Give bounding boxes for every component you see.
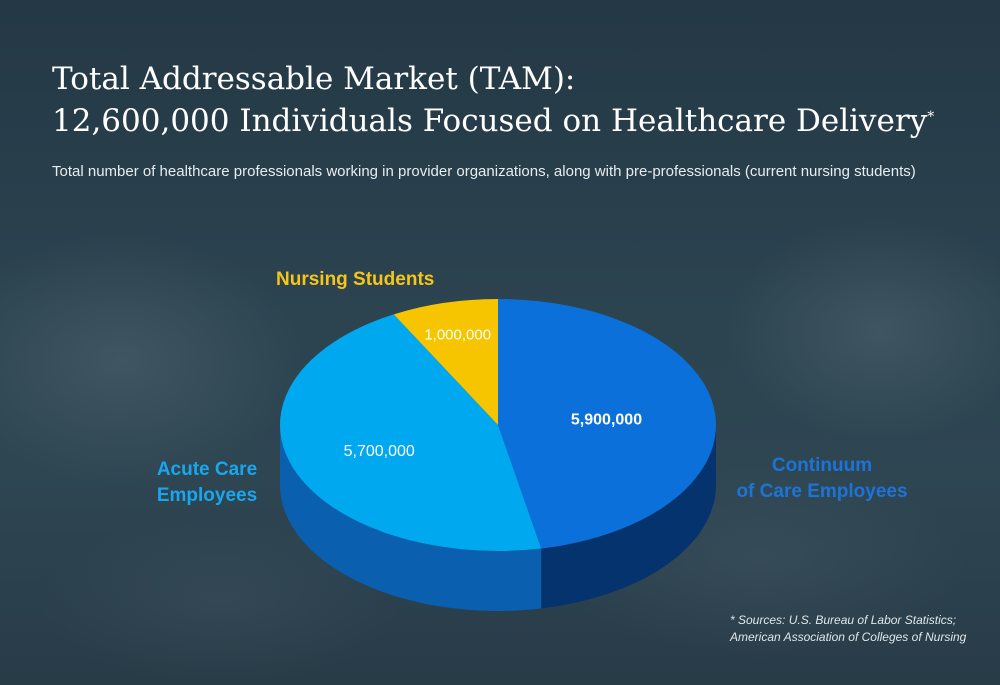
- page-title-line-2: 12,600,000 Individuals Focused on Health…: [52, 102, 934, 140]
- category-label-acute-line-1: Acute Care: [156, 459, 258, 480]
- category-label-continuum-line-2: of Care Employees: [736, 481, 908, 502]
- page-title-line-1: Total Addressable Market (TAM):: [52, 61, 576, 97]
- pie-sides: [280, 425, 716, 611]
- category-label-acute-care: Acute Care Employees: [147, 457, 267, 509]
- pie-side-acute-care: [280, 425, 542, 611]
- pie-side-continuum-of-care: [541, 425, 716, 609]
- subtitle: Total number of healthcare professionals…: [52, 163, 916, 180]
- pie-slice-nursing-students: [393, 299, 498, 425]
- category-label-acute-line-2: Employees: [156, 485, 258, 506]
- pie-value-continuum-of-care: 5,900,000: [571, 412, 642, 429]
- pie-value-nursing-students: 1,000,000: [424, 326, 491, 343]
- footnote-line-1: * Sources: U.S. Bureau of Labor Statisti…: [730, 613, 957, 627]
- category-label-continuum-line-1: Continuum: [771, 455, 873, 476]
- footnote-line-2: American Association of Colleges of Nurs…: [730, 630, 967, 644]
- footnote-marker: *: [927, 109, 935, 125]
- pie-top: [279, 299, 716, 551]
- pie-slice-continuum-of-care: [498, 299, 716, 549]
- page-title-line-2-text: 12,600,000 Individuals Focused on Health…: [52, 103, 928, 139]
- pie-value-labels: 5,900,000 5,700,000 1,000,000: [344, 326, 643, 460]
- category-label-nursing-students: Nursing Students: [276, 267, 434, 293]
- pie-slice-acute-care: [279, 314, 542, 551]
- category-label-nursing-line-1: Nursing Students: [276, 269, 435, 290]
- pie-value-acute-care: 5,700,000: [344, 443, 415, 460]
- sources-footnote: * Sources: U.S. Bureau of Labor Statisti…: [730, 612, 966, 646]
- category-label-continuum-of-care: Continuum of Care Employees: [728, 453, 916, 505]
